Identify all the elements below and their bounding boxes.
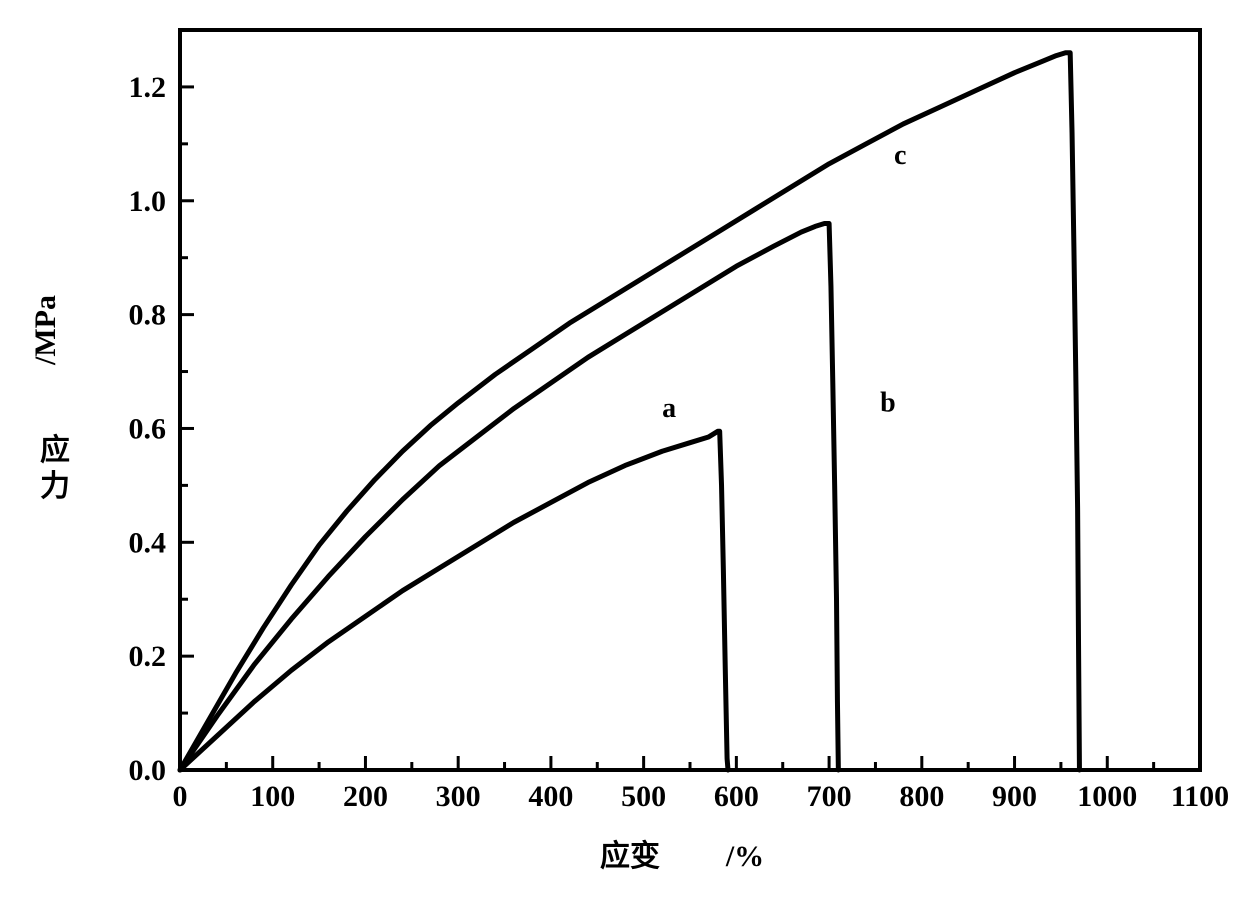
chart-svg: 0 100 200 300 400 500 600 700 800 900 1000 1100 0.0 0… [0, 0, 1240, 902]
y-axis-unit: /MPa [29, 295, 62, 366]
x-tick-label: 700 [807, 780, 852, 813]
stress-strain-chart: 0 100 200 300 400 500 600 700 800 900 1000 1100 0.0 0… [0, 0, 1240, 902]
y-tick-label: 0.0 [129, 754, 167, 787]
y-tick-label: 0.4 [129, 526, 167, 559]
x-tick-label: 600 [714, 780, 759, 813]
y-tick-label: 0.8 [129, 299, 167, 332]
y-tick-label: 0.2 [129, 640, 167, 673]
series-label-a: a [662, 393, 676, 424]
x-axis-unit: /% [725, 840, 764, 873]
x-tick-label: 100 [250, 780, 295, 813]
y-axis-label-char: 力 [40, 470, 70, 503]
x-tick-label: 0 [173, 780, 188, 813]
x-tick-label: 800 [899, 780, 944, 813]
series-c [180, 53, 1079, 770]
x-tick-label: 500 [621, 780, 666, 813]
x-tick-label: 300 [436, 780, 481, 813]
series-label-b: b [880, 387, 896, 418]
y-tick-label: 0.6 [129, 412, 167, 445]
plot-frame [180, 30, 1200, 770]
x-tick-label: 900 [992, 780, 1037, 813]
x-tick-label: 400 [528, 780, 573, 813]
x-tick-label: 200 [343, 780, 388, 813]
y-axis-label-char: 应 [40, 433, 70, 467]
series-label-c: c [894, 140, 906, 171]
series-b [180, 224, 838, 770]
y-tick-label: 1.0 [129, 185, 167, 218]
y-tick-label: 1.2 [129, 71, 167, 104]
x-axis-label: 应变 [600, 839, 660, 873]
series-a [180, 431, 728, 770]
x-tick-label: 1000 [1077, 780, 1137, 813]
x-tick-label: 1100 [1171, 780, 1229, 813]
